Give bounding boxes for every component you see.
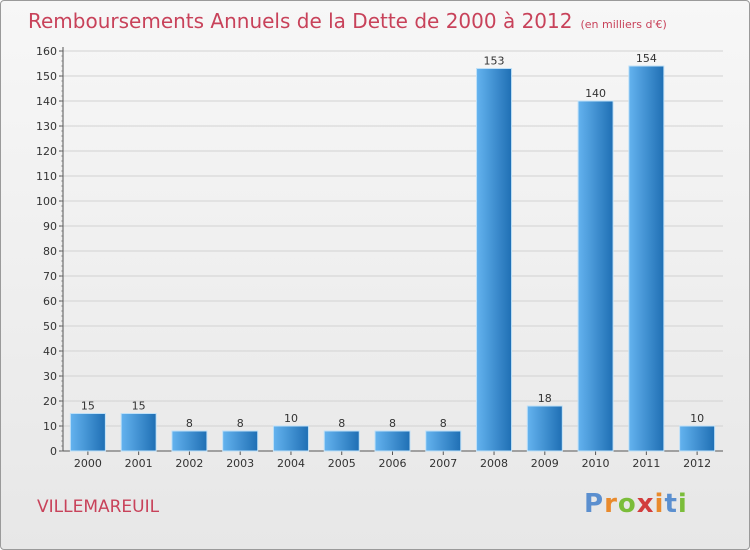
x-tick-label: 2003 <box>226 457 254 470</box>
y-tick-label: 70 <box>43 270 57 283</box>
bar <box>272 425 309 452</box>
x-tick-label: 2012 <box>683 457 711 470</box>
y-tick-label: 10 <box>43 420 57 433</box>
y-tick-label: 110 <box>36 170 57 183</box>
bars <box>69 65 716 452</box>
bar <box>222 430 259 452</box>
bar-value-label: 8 <box>186 417 193 430</box>
y-tick-label: 130 <box>36 120 57 133</box>
chart-subtitle: (en milliers d'€) <box>580 18 667 31</box>
logo-letter: r <box>604 489 618 519</box>
y-tick-label: 120 <box>36 145 57 158</box>
x-tick-label: 2002 <box>175 457 203 470</box>
bar <box>323 430 360 452</box>
x-tick-label: 2008 <box>480 457 508 470</box>
bar-value-label: 8 <box>237 417 244 430</box>
x-tick-label: 2006 <box>379 457 407 470</box>
grid-lines <box>63 50 723 427</box>
bar <box>628 65 665 452</box>
bar-value-label: 15 <box>81 400 95 413</box>
bar-value-label: 15 <box>132 400 146 413</box>
bar <box>526 405 563 452</box>
bar-value-label: 153 <box>484 55 505 68</box>
y-tick-label: 30 <box>43 370 57 383</box>
bar <box>577 100 614 452</box>
bar <box>69 413 106 452</box>
bar-value-label: 8 <box>338 417 345 430</box>
proxiti-logo: Proxiti <box>584 489 688 519</box>
y-tick-label: 0 <box>50 445 57 458</box>
y-tick-label: 100 <box>36 195 57 208</box>
bar-value-label: 8 <box>389 417 396 430</box>
bar-value-label: 154 <box>636 52 657 65</box>
x-tick-label: 2005 <box>328 457 356 470</box>
logo-letter: o <box>617 489 637 519</box>
x-tick-label: 2010 <box>582 457 610 470</box>
y-tick-label: 80 <box>43 245 57 258</box>
bar <box>171 430 208 452</box>
title-text: Remboursements Annuels de la Dette de 20… <box>28 9 573 33</box>
bar-value-label: 10 <box>690 412 704 425</box>
bar <box>476 68 513 452</box>
logo-letter: P <box>584 489 605 519</box>
y-tick-label: 50 <box>43 320 57 333</box>
y-tick-label: 140 <box>36 95 57 108</box>
bar <box>374 430 411 452</box>
x-tick-label: 2011 <box>632 457 660 470</box>
bar-value-label: 140 <box>585 87 606 100</box>
x-tick-label: 2000 <box>74 457 102 470</box>
y-tick-label: 40 <box>43 345 57 358</box>
bar-value-label: 10 <box>284 412 298 425</box>
x-tick-label: 2001 <box>125 457 153 470</box>
x-tick-label: 2007 <box>429 457 457 470</box>
x-tick-label: 2009 <box>531 457 559 470</box>
y-tick-label: 160 <box>36 45 57 58</box>
y-tick-label: 90 <box>43 220 57 233</box>
bar <box>120 413 157 452</box>
logo-letter: t <box>664 489 678 519</box>
y-tick-label: 60 <box>43 295 57 308</box>
commune-name: VILLEMAREUIL <box>37 497 160 517</box>
logo-letter: x <box>636 489 655 519</box>
x-tick-label: 2004 <box>277 457 305 470</box>
logo-letter: i <box>677 489 688 519</box>
y-tick-label: 150 <box>36 70 57 83</box>
bar-value-label: 8 <box>440 417 447 430</box>
bar-value-label: 18 <box>538 392 552 405</box>
bar <box>425 430 462 452</box>
y-tick-label: 20 <box>43 395 57 408</box>
bar <box>679 425 716 452</box>
logo-letter: i <box>654 489 665 519</box>
data-labels: 15 15 8 8 10 8 8 8 153 18 140 154 10 <box>81 52 704 430</box>
chart-title: Remboursements Annuels de la Dette de 20… <box>28 9 667 33</box>
